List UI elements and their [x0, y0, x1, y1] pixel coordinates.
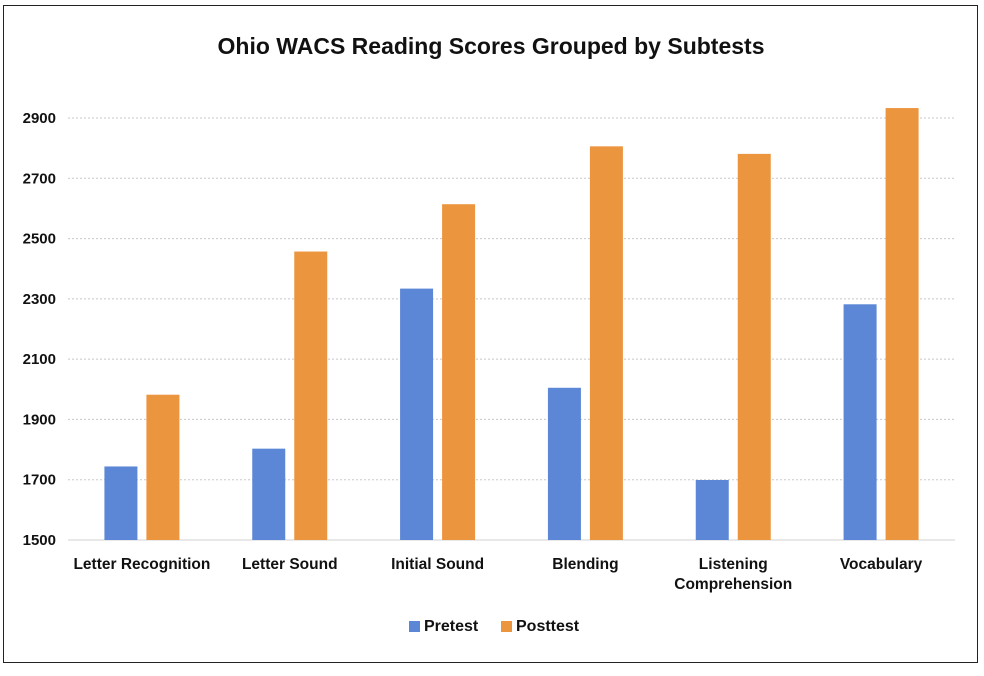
x-category-line: Initial Sound	[391, 556, 484, 573]
y-tick-label: 2500	[23, 231, 56, 248]
x-category-label: Blending	[552, 556, 618, 573]
x-category-label: Initial Sound	[391, 556, 484, 573]
x-category-line: Letter Recognition	[73, 556, 210, 573]
bar-pretest	[695, 480, 729, 540]
bar-posttest	[146, 394, 180, 540]
y-tick-label: 2900	[23, 110, 56, 127]
y-tick-label: 2300	[23, 291, 56, 308]
x-category-line: Blending	[552, 556, 618, 573]
y-tick-label: 2100	[23, 351, 56, 368]
x-category-label: Letter Sound	[242, 556, 338, 573]
legend-label-pretest: Pretest	[424, 618, 479, 635]
gridlines	[68, 117, 955, 541]
bar-pretest	[252, 448, 286, 540]
bar-pretest	[400, 288, 434, 540]
x-axis-categories: Letter Recognition Letter Sound Initial So…	[73, 556, 922, 593]
x-category-label: Letter Recognition	[73, 556, 210, 573]
bar-posttest	[885, 108, 919, 540]
x-category-line: Letter Sound	[242, 556, 338, 573]
bar-posttest	[737, 153, 771, 540]
y-tick-label: 1900	[23, 411, 56, 428]
x-category-label: Vocabulary	[840, 556, 923, 573]
x-category-label: Listening Comprehension	[674, 556, 792, 593]
y-tick-label: 1500	[23, 532, 56, 549]
x-category-line: Listening	[699, 556, 768, 573]
legend-label-posttest: Posttest	[516, 618, 580, 635]
bar-posttest	[442, 204, 476, 541]
chart-title: Ohio WACS Reading Scores Grouped by Subt…	[218, 33, 765, 59]
x-category-line: Vocabulary	[840, 556, 923, 573]
bar-posttest	[589, 146, 623, 540]
y-axis-ticks: 1500 1700 1900 2100 2300 2500 2700 2900	[23, 110, 56, 549]
bar-pretest	[547, 387, 581, 540]
legend: Pretest Posttest	[409, 618, 580, 635]
legend-swatch-pretest	[409, 621, 420, 632]
bar-posttest	[294, 251, 328, 541]
legend-swatch-posttest	[501, 621, 512, 632]
y-tick-label: 1700	[23, 472, 56, 489]
y-tick-label: 2700	[23, 170, 56, 187]
bar-pretest	[843, 304, 877, 540]
bars	[104, 108, 919, 541]
bar-pretest	[104, 466, 138, 540]
x-category-line: Comprehension	[674, 576, 792, 593]
chart-frame	[3, 5, 978, 663]
